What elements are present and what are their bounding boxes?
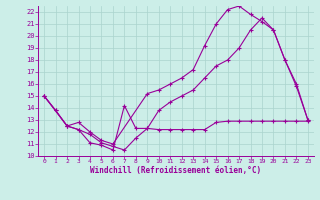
X-axis label: Windchill (Refroidissement éolien,°C): Windchill (Refroidissement éolien,°C) [91,166,261,175]
